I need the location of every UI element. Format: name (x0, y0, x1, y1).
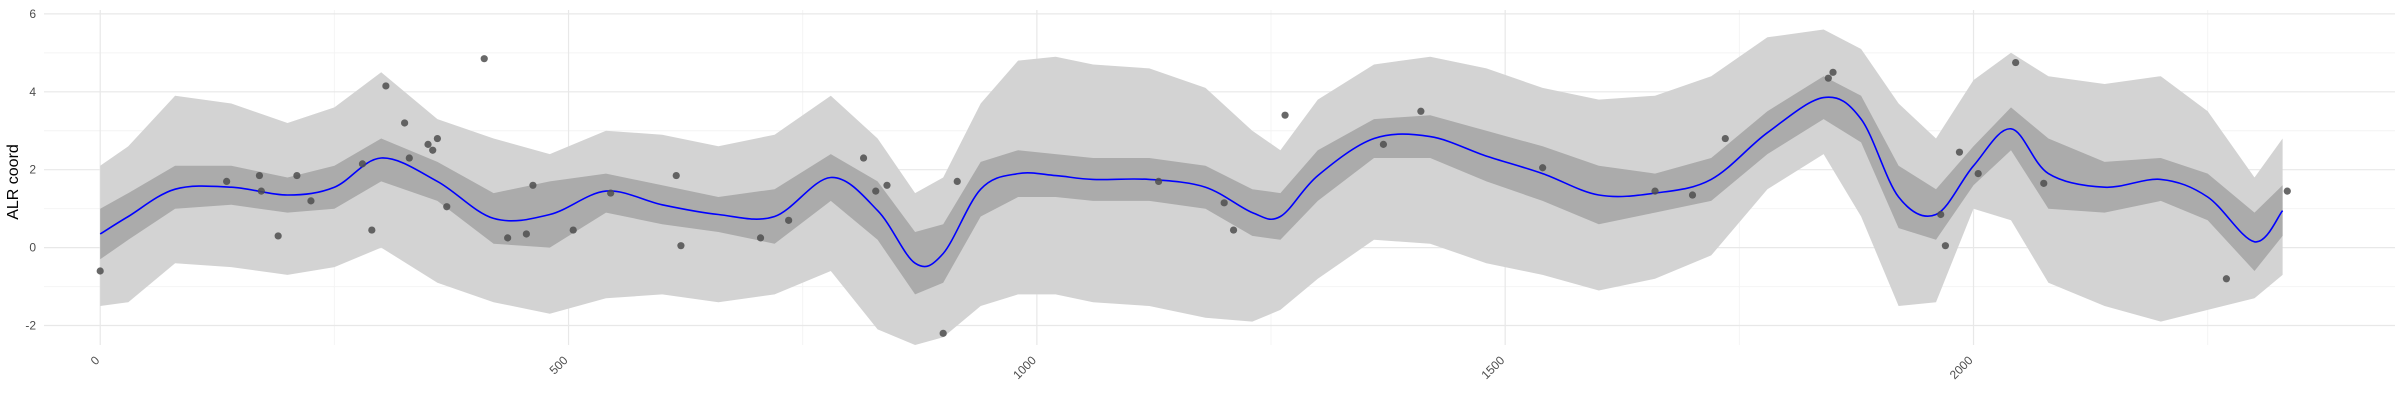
data-point (480, 55, 488, 63)
points-layer (96, 55, 2291, 337)
data-point (1417, 107, 1425, 115)
data-point (1229, 226, 1238, 234)
y-tick-label: -2 (25, 319, 36, 333)
data-point (1955, 148, 1964, 156)
data-point (358, 160, 367, 168)
data-point (1651, 187, 1659, 195)
data-point (872, 187, 880, 195)
data-point (382, 82, 390, 90)
data-point (424, 140, 432, 148)
data-point (607, 189, 615, 197)
data-point (1155, 177, 1163, 185)
data-point (429, 146, 437, 154)
data-point (2283, 187, 2291, 195)
data-point (569, 226, 577, 234)
data-point (255, 171, 264, 180)
data-point (859, 154, 868, 162)
data-point (1941, 242, 1950, 250)
data-point (405, 154, 413, 162)
data-point (883, 181, 891, 189)
x-tick-label: 1000 (1010, 353, 1039, 382)
data-point (257, 187, 265, 195)
inner-ribbon (100, 76, 2283, 295)
data-point (529, 181, 537, 189)
data-point (1829, 68, 1837, 76)
data-point (223, 177, 231, 185)
data-point (1281, 111, 1289, 119)
mean-line (99, 96, 2284, 268)
data-point (1379, 140, 1388, 148)
y-axis-title: ALR coord (5, 144, 22, 220)
data-point (677, 242, 685, 250)
data-point (522, 230, 530, 238)
data-point (1220, 199, 1228, 207)
data-point (672, 171, 680, 180)
data-point (756, 234, 765, 242)
data-point (1721, 134, 1729, 143)
data-point (293, 171, 301, 180)
y-tick-labels: -2 0 2 4 6 (25, 7, 36, 333)
data-point (433, 134, 441, 143)
x-tick-label: 500 (547, 353, 571, 377)
data-point (401, 119, 409, 127)
data-point (1688, 191, 1697, 199)
confidence-bands (100, 29, 2283, 345)
y-tick-label: 6 (29, 7, 36, 21)
x-tick-labels: 0 500 1000 1500 2000 (88, 353, 1976, 382)
y-tick-label: 0 (29, 241, 36, 255)
data-point (504, 234, 512, 242)
y-tick-label: 4 (29, 85, 36, 99)
data-point (307, 197, 315, 205)
data-point (96, 267, 104, 275)
data-point (1974, 170, 1982, 178)
data-point (443, 203, 451, 211)
x-tick-label: 2000 (1947, 353, 1976, 382)
data-point (1937, 210, 1945, 219)
data-point (1824, 74, 1832, 82)
data-point (2012, 58, 2020, 67)
data-point (1539, 164, 1547, 172)
data-point (2222, 275, 2231, 283)
mean-layer (99, 96, 2284, 268)
data-point (953, 177, 961, 185)
data-point (274, 232, 282, 240)
x-tick-label: 1500 (1479, 353, 1508, 382)
data-point (2040, 179, 2048, 187)
y-tick-label: 2 (29, 163, 36, 177)
data-point (939, 329, 947, 337)
data-point (785, 216, 793, 224)
data-point (368, 226, 376, 234)
x-tick-label: 0 (88, 353, 103, 368)
